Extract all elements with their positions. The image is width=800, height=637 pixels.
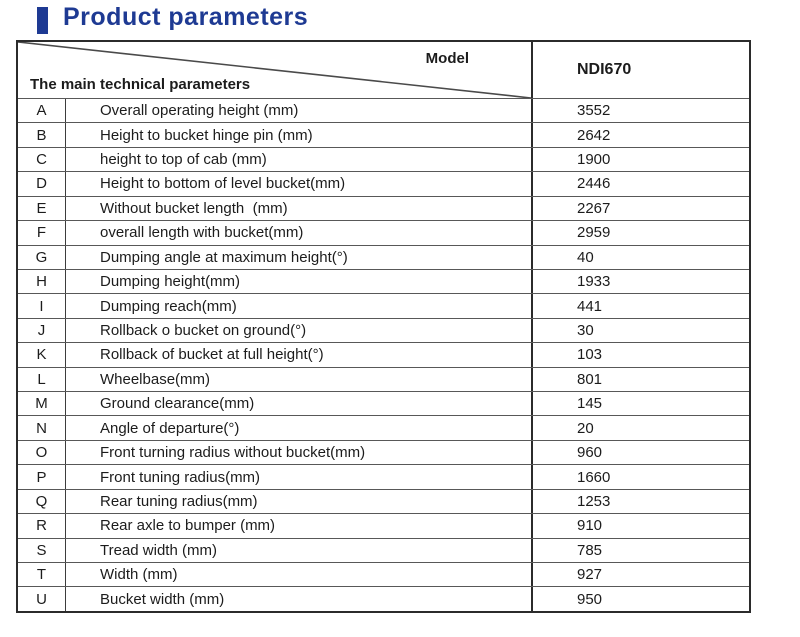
- row-letter: K: [18, 343, 66, 367]
- row-parameter: Without bucket length (mm): [100, 199, 288, 217]
- row-value: 910: [531, 514, 749, 538]
- row-parameter: overall length with bucket(mm): [100, 224, 304, 242]
- row-parameter: Front turning radius without bucket(mm): [100, 444, 366, 462]
- table-row: U Bucket width (mm) 950: [18, 586, 749, 611]
- row-letter: A: [18, 99, 66, 123]
- row-letter: J: [18, 318, 66, 343]
- row-value: 2267: [531, 196, 749, 221]
- row-letter: M: [18, 392, 66, 416]
- table-row: R Rear axle to bumper (mm) 910: [18, 513, 749, 538]
- row-letter: P: [18, 465, 66, 489]
- header-model-label: Model: [425, 50, 469, 67]
- table-header-row: Model The main technical parameters NDI6…: [18, 42, 749, 98]
- row-parameter: Wheelbase(mm): [100, 370, 211, 388]
- row-value: 441: [531, 294, 749, 318]
- page-title: Product parameters: [63, 3, 309, 31]
- row-parameter: Height to bottom of level bucket(mm): [100, 175, 346, 193]
- row-value: 1933: [531, 269, 749, 294]
- table-row: K Rollback of bucket at full height(°) 1…: [18, 342, 749, 367]
- row-letter: N: [18, 416, 66, 440]
- row-parameter: Angle of departure(°): [100, 419, 240, 437]
- row-value: 1900: [531, 147, 749, 172]
- table-row: L Wheelbase(mm) 801: [18, 366, 749, 392]
- row-value: 20: [531, 416, 749, 440]
- table-row: M Ground clearance(mm) 145: [18, 391, 749, 416]
- row-letter: D: [18, 172, 66, 196]
- product-parameters-table: Model The main technical parameters NDI6…: [16, 40, 751, 613]
- diagonal-divider-line: [18, 42, 531, 98]
- row-letter: O: [18, 440, 66, 465]
- row-value: 3552: [531, 99, 749, 123]
- row-parameter: Width (mm): [100, 566, 178, 584]
- table-row: S Tread width (mm) 785: [18, 537, 749, 563]
- row-value: 145: [531, 392, 749, 416]
- row-letter: I: [18, 294, 66, 318]
- table-row: E Without bucket length (mm) 2267: [18, 195, 749, 221]
- row-parameter: Rollback of bucket at full height(°): [100, 346, 324, 364]
- table-row: D Height to bottom of level bucket(mm) 2…: [18, 171, 749, 196]
- row-parameter: Tread width (mm): [100, 541, 217, 559]
- row-letter: E: [18, 196, 66, 221]
- row-value: 1660: [531, 465, 749, 489]
- row-letter: Q: [18, 489, 66, 514]
- row-value: 2642: [531, 123, 749, 147]
- row-value: 960: [531, 440, 749, 465]
- row-value: 103: [531, 343, 749, 367]
- row-value: 40: [531, 245, 749, 269]
- table-row: F overall length with bucket(mm) 2959: [18, 220, 749, 245]
- row-parameter: Dumping reach(mm): [100, 297, 237, 315]
- row-value: 785: [531, 538, 749, 563]
- header-model-value: NDI670: [531, 42, 749, 98]
- table-row: G Dumping angle at maximum height(°) 40: [18, 244, 749, 269]
- row-letter: S: [18, 538, 66, 563]
- row-value: 30: [531, 318, 749, 343]
- row-value: 801: [531, 367, 749, 392]
- row-parameter: Ground clearance(mm): [100, 395, 255, 413]
- title-accent-bar: [37, 7, 48, 34]
- row-letter: F: [18, 221, 66, 245]
- table-row: A Overall operating height (mm) 3552: [18, 98, 749, 123]
- table-row: T Width (mm) 927: [18, 562, 749, 587]
- table-row: N Angle of departure(°) 20: [18, 415, 749, 440]
- row-value: 950: [531, 587, 749, 611]
- row-parameter: Dumping angle at maximum height(°): [100, 248, 348, 266]
- table-body: A Overall operating height (mm) 3552 B H…: [18, 98, 749, 611]
- table-row: I Dumping reach(mm) 441: [18, 293, 749, 318]
- row-parameter: Rollback o bucket on ground(°): [100, 322, 307, 339]
- row-letter: C: [18, 147, 66, 172]
- row-letter: H: [18, 269, 66, 294]
- row-parameter: Height to bucket hinge pin (mm): [100, 126, 313, 144]
- row-letter: T: [18, 563, 66, 587]
- row-letter: R: [18, 514, 66, 538]
- row-parameter: Rear axle to bumper (mm): [100, 517, 276, 535]
- table-row: O Front turning radius without bucket(mm…: [18, 439, 749, 465]
- row-parameter: Front tuning radius(mm): [100, 468, 261, 486]
- table-row: Q Rear tuning radius(mm) 1253: [18, 488, 749, 514]
- row-parameter: Bucket width (mm): [100, 590, 225, 608]
- row-letter: L: [18, 367, 66, 392]
- row-value: 2959: [531, 221, 749, 245]
- table-row: C height to top of cab (mm) 1900: [18, 146, 749, 172]
- table-row: J Rollback o bucket on ground(°) 30: [18, 317, 749, 343]
- header-parameters-label: The main technical parameters: [30, 76, 251, 93]
- header-diagonal-cell: Model The main technical parameters: [18, 42, 531, 98]
- row-value: 2446: [531, 172, 749, 196]
- table-row: H Dumping height(mm) 1933: [18, 268, 749, 294]
- row-parameter: Dumping height(mm): [100, 273, 241, 291]
- row-value: 1253: [531, 489, 749, 514]
- row-parameter: height to top of cab (mm): [100, 151, 267, 169]
- row-letter: B: [18, 123, 66, 147]
- row-letter: G: [18, 245, 66, 269]
- row-parameter: Overall operating height (mm): [100, 102, 299, 120]
- row-parameter: Rear tuning radius(mm): [100, 492, 258, 510]
- table-row: B Height to bucket hinge pin (mm) 2642: [18, 122, 749, 147]
- row-letter: U: [18, 587, 66, 611]
- row-value: 927: [531, 563, 749, 587]
- table-row: P Front tuning radius(mm) 1660: [18, 464, 749, 489]
